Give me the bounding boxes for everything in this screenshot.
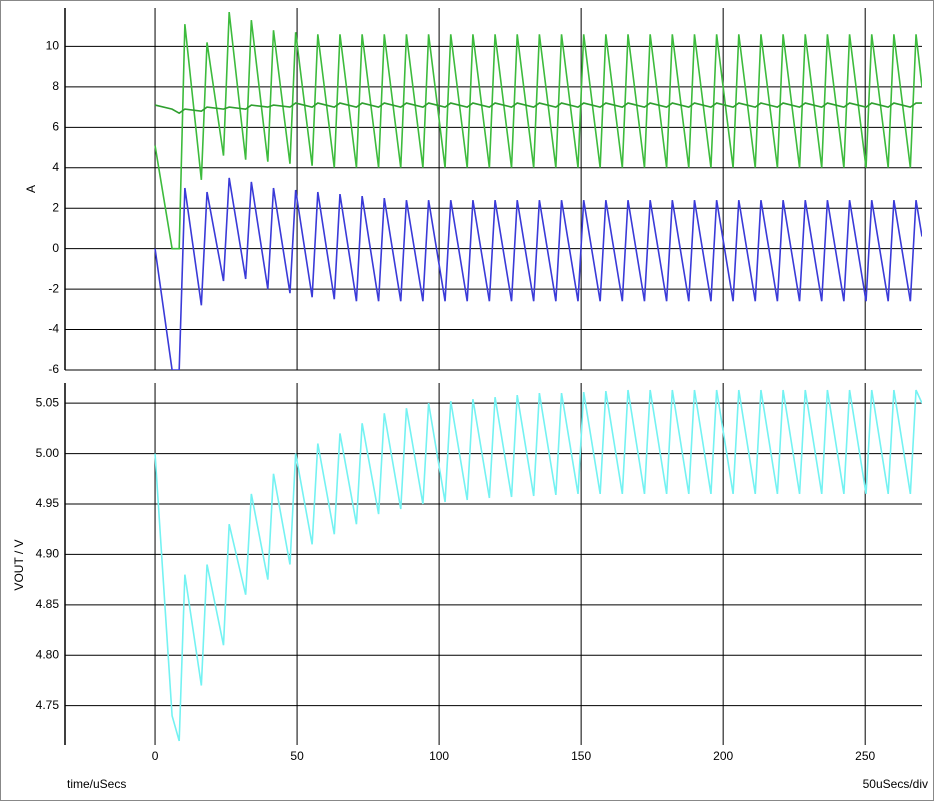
y-tick-label: 10 bbox=[46, 39, 60, 53]
y-axis-label: A bbox=[24, 185, 38, 193]
y-tick-label: 4.95 bbox=[36, 496, 60, 510]
y-tick-label: 5.00 bbox=[36, 446, 60, 460]
x-tick-label: 250 bbox=[855, 749, 875, 763]
y-tick-label: -4 bbox=[48, 322, 59, 336]
series-line bbox=[154, 389, 922, 742]
plot-area bbox=[154, 389, 922, 742]
x-tick-label: 50 bbox=[290, 749, 304, 763]
y-axis-label: VOUT / V bbox=[12, 539, 26, 590]
y-tick-label: 8 bbox=[52, 79, 59, 93]
y-tick-label: 4.90 bbox=[36, 547, 60, 561]
y-tick-label: -2 bbox=[48, 281, 59, 295]
series-line bbox=[154, 177, 922, 370]
y-tick-label: 4.85 bbox=[36, 597, 60, 611]
y-tick-label: 4 bbox=[52, 160, 59, 174]
series-line bbox=[154, 11, 922, 250]
y-tick-label: 0 bbox=[52, 241, 59, 255]
y-tick-label: 4.75 bbox=[36, 698, 60, 712]
x-axis-label: time/uSecs bbox=[67, 777, 126, 791]
x-tick-label: 0 bbox=[152, 749, 159, 763]
y-tick-label: 4.80 bbox=[36, 647, 60, 661]
x-tick-label: 150 bbox=[571, 749, 591, 763]
series-line bbox=[154, 102, 922, 115]
scale-annotation: 50uSecs/div bbox=[863, 777, 928, 791]
y-tick-label: 2 bbox=[52, 200, 59, 214]
y-tick-label: 6 bbox=[52, 119, 59, 133]
x-tick-label: 200 bbox=[713, 749, 733, 763]
y-tick-label: -6 bbox=[48, 362, 59, 376]
plot-area bbox=[154, 11, 922, 370]
x-tick-label: 100 bbox=[429, 749, 449, 763]
y-tick-label: 5.05 bbox=[36, 395, 60, 409]
